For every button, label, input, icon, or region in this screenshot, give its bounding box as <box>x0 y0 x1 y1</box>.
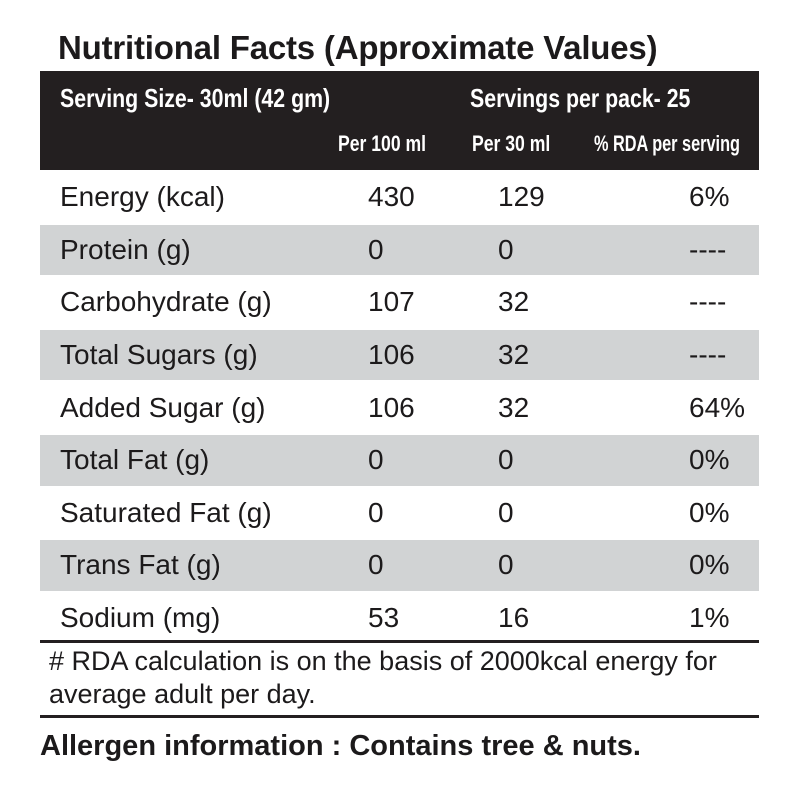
divider <box>40 640 759 643</box>
value-per-30ml: 0 <box>498 444 514 476</box>
table-row: Total Fat (g) 0 0 0% <box>40 432 759 486</box>
value-per-30ml: 129 <box>498 181 545 213</box>
value-per-100ml: 107 <box>368 286 415 318</box>
table-row: Added Sugar (g) 106 32 64% <box>40 380 759 433</box>
value-per-30ml: 0 <box>498 496 514 528</box>
column-header-per-100ml: Per 100 ml <box>338 131 427 156</box>
table-row: Trans Fat (g) 0 0 0% <box>40 538 759 591</box>
nutrient-name: Added Sugar (g) <box>60 391 266 423</box>
value-per-100ml: 430 <box>368 181 415 213</box>
table-row: Saturated Fat (g) 0 0 0% <box>40 485 759 539</box>
value-rda: ---- <box>689 233 727 265</box>
table-row: Carbohydrate (g) 107 32 ---- <box>40 275 759 328</box>
nutrition-header: Serving Size- 30ml (42 gm) Servings per … <box>40 71 759 170</box>
serving-size: Serving Size- 30ml (42 gm) <box>60 83 331 113</box>
nutrition-title: Nutritional Facts (Approximate Values) <box>58 29 658 66</box>
value-per-30ml: 32 <box>498 391 530 423</box>
divider <box>40 715 759 718</box>
value-per-100ml: 53 <box>368 602 400 634</box>
value-per-30ml: 0 <box>498 549 514 581</box>
nutrient-name: Total Sugars (g) <box>60 339 258 371</box>
value-rda: 6% <box>689 181 730 213</box>
value-rda: ---- <box>689 286 727 318</box>
value-per-100ml: 106 <box>368 339 415 371</box>
value-per-30ml: 16 <box>498 602 530 634</box>
nutrient-name: Energy (kcal) <box>60 181 225 213</box>
value-per-30ml: 32 <box>498 286 530 318</box>
value-per-30ml: 32 <box>498 339 530 371</box>
value-rda: 64% <box>689 391 746 423</box>
value-per-100ml: 0 <box>368 549 384 581</box>
value-per-100ml: 0 <box>368 233 384 265</box>
table-row: Sodium (mg) 53 16 1% <box>40 590 759 644</box>
column-header-rda: % RDA per serving <box>594 131 740 156</box>
nutrient-name: Saturated Fat (g) <box>60 496 272 528</box>
nutrient-name: Sodium (mg) <box>60 602 221 634</box>
value-rda: ---- <box>689 339 727 371</box>
value-per-100ml: 106 <box>368 391 415 423</box>
nutrient-name: Protein (g) <box>60 233 191 265</box>
value-per-30ml: 0 <box>498 233 514 265</box>
table-row: Total Sugars (g) 106 32 ---- <box>40 327 759 381</box>
table-row: Protein (g) 0 0 ---- <box>40 222 759 276</box>
nutrient-name: Carbohydrate (g) <box>60 286 272 318</box>
value-rda: 0% <box>689 549 730 581</box>
servings-per-pack: Servings per pack- 25 <box>470 83 691 113</box>
value-rda: 1% <box>689 602 730 634</box>
value-per-100ml: 0 <box>368 444 384 476</box>
value-rda: 0% <box>689 496 730 528</box>
nutrition-table: Energy (kcal) 430 129 6% Protein (g) 0 0… <box>40 170 759 643</box>
column-header-per-30ml: Per 30 ml <box>472 131 551 156</box>
allergen-information: Allergen information : Contains tree & n… <box>40 730 641 762</box>
table-row: Energy (kcal) 430 129 6% <box>40 170 759 223</box>
rda-footnote: # RDA calculation is on the basis of 200… <box>49 646 717 709</box>
nutrient-name: Trans Fat (g) <box>60 549 221 581</box>
value-per-100ml: 0 <box>368 496 384 528</box>
nutrient-name: Total Fat (g) <box>60 444 210 476</box>
value-rda: 0% <box>689 444 730 476</box>
